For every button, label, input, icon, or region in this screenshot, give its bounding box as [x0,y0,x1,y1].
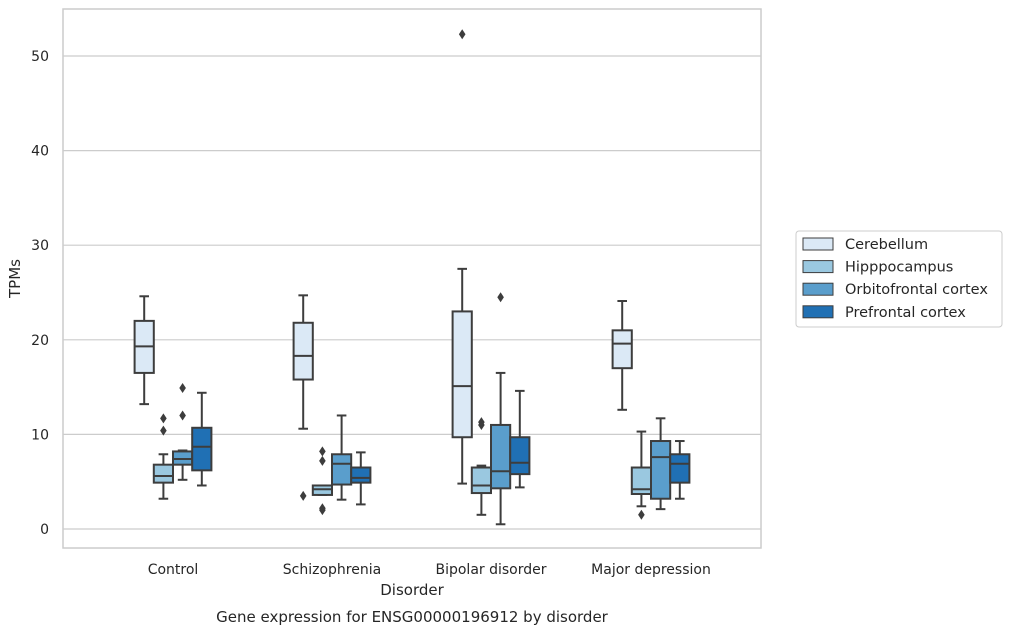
legend-frame [795,230,1003,328]
box-hipppocampus [470,417,492,516]
box-orbitofrontal-cortex [331,414,353,501]
box-body [490,423,512,490]
box-body [451,310,473,439]
chart-caption: Gene expression for ENSG00000196912 by d… [216,608,609,626]
box-hipppocampus [630,430,652,520]
outlier-point [179,383,186,394]
outlier-point [179,410,186,421]
box-body [611,329,633,370]
outlier-point [638,509,645,520]
y-tick-label-30: 30 [31,238,49,254]
box-cerebellum [451,29,473,485]
box-body [331,453,353,486]
box-prefrontal-cortex [350,451,372,506]
box-orbitofrontal-cortex [490,292,512,526]
legend-swatch [802,282,834,296]
y-tick-label-40: 40 [31,144,49,160]
box-hipppocampus [311,446,333,516]
box-body [650,440,672,500]
box-orbitofrontal-cortex [650,417,672,511]
y-tick-labels: 0 10 20 30 40 50 [31,49,49,538]
box-body [509,436,531,476]
box-body [191,426,213,472]
box-prefrontal-cortex [669,440,691,500]
x-tick-label: Schizophrenia [283,562,381,578]
legend-label: Hipppocampus [845,260,953,276]
box-hipppocampus [152,413,175,500]
outlier-point [160,413,167,424]
box-prefrontal-cortex [509,389,531,489]
y-tick-label-20: 20 [31,333,49,349]
x-tick-label: Major depression [591,562,711,578]
outlier-point [319,503,326,514]
x-tick-label: Control [148,562,199,578]
outlier-point [299,490,307,501]
box-body [669,453,691,484]
box-body [470,466,492,495]
outlier-point [458,29,466,40]
legend-swatch [802,260,834,274]
boxes [133,29,691,526]
box-cerebellum [133,295,155,406]
y-axis-label: TPMs [6,259,24,299]
box-cerebellum [611,300,633,411]
legend-swatch [802,305,834,319]
box-body [350,466,372,484]
legend-label: Prefrontal cortex [845,305,966,321]
box-body [152,463,175,484]
legend: Cerebellum Hipppocampus Orbitofrontal cort… [795,230,1003,328]
x-tick-labels: Control Schizophrenia Bipolar disorder Majo… [148,562,711,578]
outlier-point [478,417,485,428]
gridlines [63,55,761,530]
outlier-point [319,446,326,457]
box-orbitofrontal-cortex [172,383,194,481]
y-tick-label-0: 0 [40,522,49,538]
legend-swatch [802,237,834,251]
outlier-point [160,425,167,436]
x-tick-label: Bipolar disorder [435,562,546,578]
y-tick-label-10: 10 [31,427,49,443]
outlier-point [319,455,326,466]
outlier-point [497,292,504,303]
legend-label: Cerebellum [845,237,928,253]
plot-frame [62,8,762,549]
x-axis-label: Disorder [380,581,444,599]
y-tick-label-50: 50 [31,49,49,65]
box-body [292,321,314,381]
legend-label: Orbitofrontal cortex [845,282,988,298]
box-cerebellum [292,294,314,501]
box-prefrontal-cortex [191,391,213,487]
